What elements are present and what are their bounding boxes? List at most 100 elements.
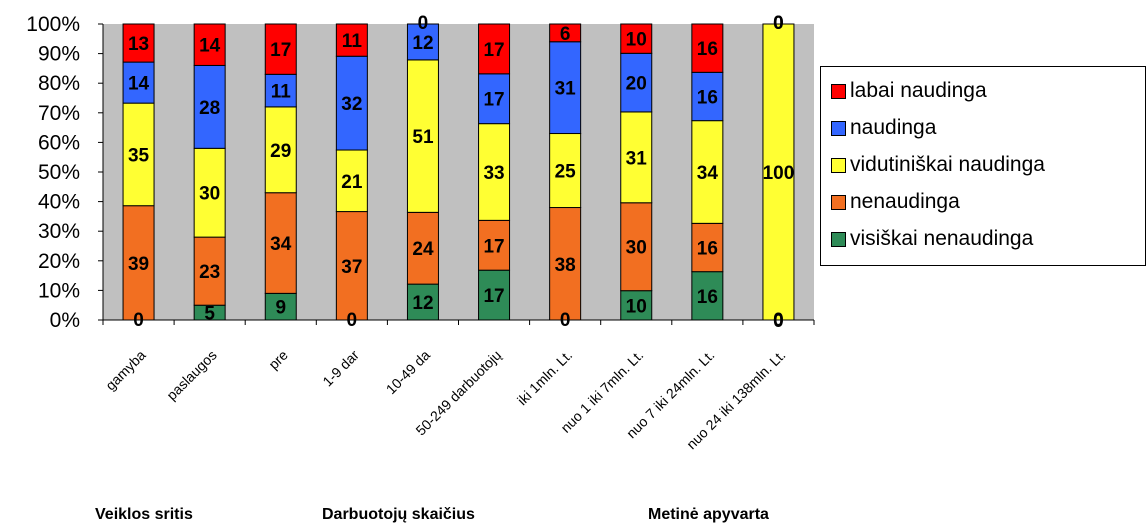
data-label: 5 [204,304,215,325]
bar-segment [691,71,724,122]
data-label: 34 [270,234,292,255]
legend-swatch [831,120,846,136]
data-label: 14 [128,74,150,95]
bar-segment [478,23,511,75]
bar-segment [691,222,724,273]
bar-segment [762,23,795,321]
data-label: 13 [128,34,149,55]
y-tick-label: 10% [38,279,80,302]
y-tick-label: 100% [26,13,80,36]
bar-segment [478,73,511,125]
bar-segment [264,23,297,75]
y-tick-label: 20% [38,250,80,273]
bars [122,23,795,321]
legend-label: vidutiniškai naudinga [850,153,1045,176]
legend-label: naudinga [850,116,937,139]
data-label: 0 [773,13,784,34]
bar-segment [620,202,653,292]
bar-segment [478,123,511,221]
bar-segment [549,207,582,321]
bar-segment [549,23,582,43]
bar-segment [691,120,724,224]
group-label-darbuotoju-skaicius: Darbuotojų skaičius [322,506,475,523]
data-label: 31 [626,148,648,169]
legend-label: nenaudinga [850,190,960,213]
y-tick-label: 70% [38,102,80,125]
x-category-label: gamyba [102,347,149,394]
legend: labai naudinga naudinga vidutiniškai naudi… [820,66,1146,266]
data-label: 28 [199,98,220,119]
y-tick-label: 80% [38,72,80,95]
bar-segment [193,64,226,149]
bar-segment [406,211,439,285]
bar-segment [122,205,155,321]
data-label: 100 [763,163,795,184]
data-label: 0 [773,13,784,34]
bar-segment [620,23,653,54]
bar-segment [122,23,155,63]
x-category-label: paslaugos [163,347,219,403]
legend-swatch [831,157,846,173]
bar-segment [406,23,439,61]
data-label: 10 [626,296,647,317]
data-label: 12 [412,293,433,314]
data-label: 16 [697,287,718,308]
bar-segment [406,283,439,321]
data-label: 29 [270,141,291,162]
data-label: 20 [626,74,647,95]
legend-swatch [831,194,846,210]
data-label: 32 [341,94,362,115]
data-labels: 0 39 35 14 13 5 23 30 28 14 9 34 29 11 17 0 37 21 32 11 12 24… [128,13,794,332]
bar-segment [335,149,368,213]
data-label: 16 [697,239,718,260]
data-label: 17 [483,90,504,111]
legend-label: labai naudinga [850,79,987,102]
data-label: 10 [626,30,647,51]
data-label: 37 [341,257,362,278]
x-axis: gamyba paslaugos pre 1-9 dar 10-49 da50-249 … [102,319,815,452]
data-label: 30 [626,238,647,259]
legend-swatch [831,83,846,99]
data-label: 17 [483,236,504,257]
data-label: 6 [560,24,571,45]
data-label: 16 [697,39,718,60]
data-label: 17 [483,286,504,307]
legend-label: visiškai nenaudinga [850,227,1034,250]
y-tick-label: 50% [38,161,80,184]
data-label: 23 [199,262,220,283]
bar-segment [620,52,653,113]
legend-swatch [831,231,846,247]
y-tick-label: 90% [38,43,80,66]
x-category-label: 10-49 da [383,347,434,398]
data-label: 17 [270,40,291,61]
y-tick-label: 0% [50,309,80,332]
bar-segment [264,292,297,321]
y-axis: 0% 10% 20% 30% 40% 50% 60% 70% 80% 90% 100% [26,13,104,332]
y-tick-label: 40% [38,191,80,214]
data-label: 14 [199,36,221,57]
data-label: 9 [275,298,286,319]
data-label: 24 [412,239,434,260]
data-label: 25 [555,162,577,183]
data-label: 51 [412,127,434,148]
legend-item: labai naudinga [831,76,987,106]
bar-segment [335,55,368,151]
data-label: 38 [555,255,576,276]
group-label-veiklos-sritis: Veiklos sritis [95,506,193,523]
data-label: 30 [199,184,220,205]
data-label: 0 [418,13,429,34]
data-label: 21 [341,172,363,193]
bar-segment [549,133,582,209]
data-label: 31 [555,79,577,100]
bar-segment [335,211,368,321]
data-label: 0 [773,311,784,332]
y-tick-label: 30% [38,220,80,243]
legend-item: visiškai nenaudinga [831,224,1033,254]
data-label: 11 [342,31,363,52]
legend-item: vidutiniškai naudinga [831,150,1045,180]
bar-segment [122,102,155,207]
legend-item: naudinga [831,113,936,143]
data-label: 16 [697,87,718,108]
data-label: 39 [128,254,149,275]
